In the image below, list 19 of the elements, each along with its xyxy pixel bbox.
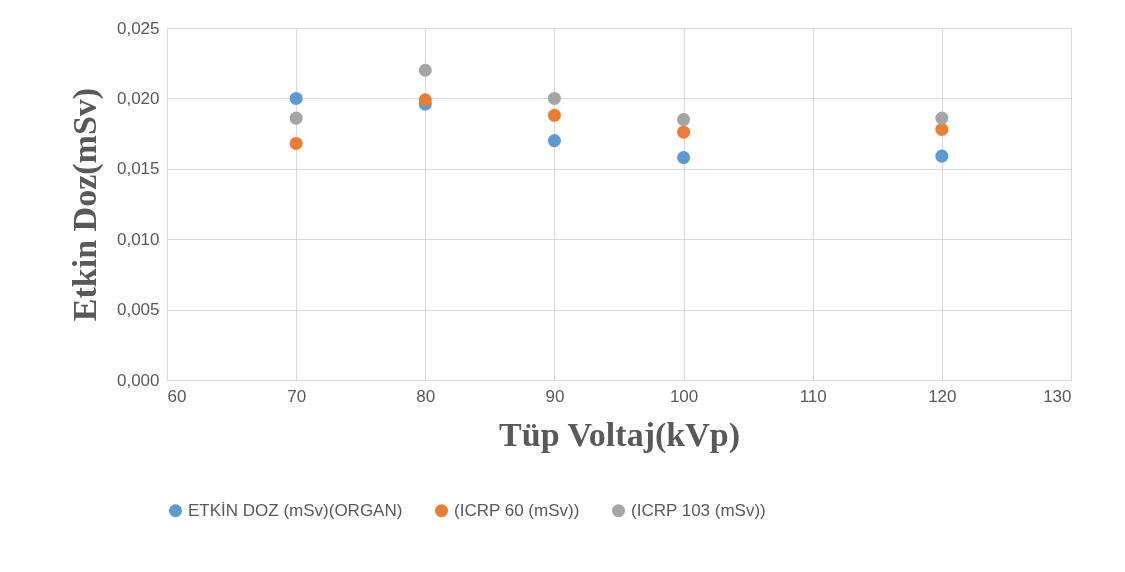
y-tick-label: 0,010 [116,229,160,249]
legend-label: (ICRP 103 (mSv)) [631,500,766,520]
x-tick-label: 100 [669,386,699,406]
y-tick-label: 0,005 [116,300,160,320]
legend-label: ETKİN DOZ (mSv)(ORGAN) [188,500,403,520]
x-tick-label: 90 [545,386,565,406]
x-tick-label: 70 [287,386,307,406]
y-tick-label: 0,020 [116,88,160,108]
y-tick-label: 0,015 [116,159,160,179]
y-tick-label: 0,025 [116,18,160,38]
x-axis-title: Tüp Voltaj(kVp) [499,415,740,454]
legend-label: (ICRP 60 (mSv)) [454,500,580,520]
x-tick-label: 60 [167,386,187,406]
x-tick-label: 120 [928,386,957,406]
x-tick-label: 80 [416,386,436,406]
x-tick-label: 130 [1043,386,1072,406]
y-tick-label: 0,000 [116,370,160,390]
y-axis-title: Etkin Doz(mSv) [65,87,104,322]
x-tick-label: 110 [799,386,827,406]
